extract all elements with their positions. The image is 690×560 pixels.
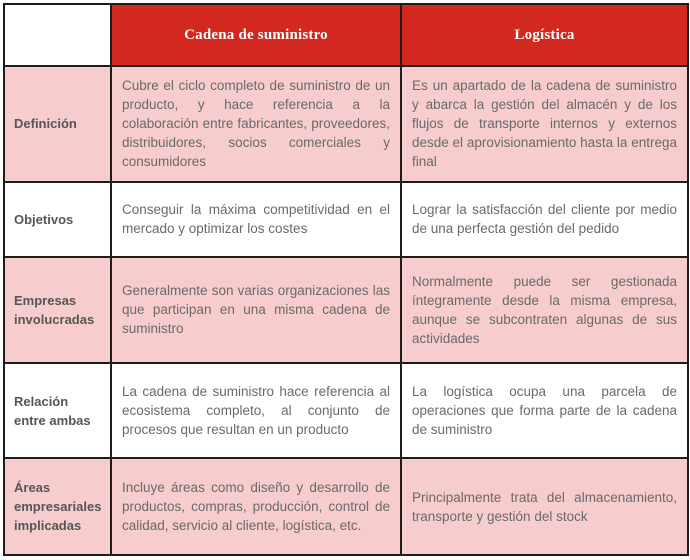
table-row-areas-empresariales: Áreas empresariales implicadas Incluye á… xyxy=(3,457,689,556)
cell-relacion-logistica: La logística ocupa una parcela de operac… xyxy=(400,361,689,460)
table-row-objetivos: Objetivos Conseguir la máxima competitiv… xyxy=(3,180,689,259)
row-label-areas-empresariales: Áreas empresariales implicadas xyxy=(3,457,112,556)
cell-relacion-cadena: La cadena de suministro hace referencia … xyxy=(110,361,402,460)
header-row: Cadena de suministro Logística xyxy=(3,3,689,67)
cell-areas-cadena: Incluye áreas como diseño y desarrollo d… xyxy=(110,457,402,556)
cell-objetivos-cadena: Conseguir la máxima competitividad en el… xyxy=(110,180,402,259)
header-logistica: Logística xyxy=(400,3,689,67)
row-label-empresas-involucradas: Empresas involucradas xyxy=(3,256,112,364)
header-cadena-de-suministro: Cadena de suministro xyxy=(110,3,402,67)
cell-empresas-logistica: Normalmente puede ser gestionada íntegra… xyxy=(400,256,689,364)
row-label-definicion: Definición xyxy=(3,65,112,183)
table-row-relacion-entre-ambas: Relación entre ambas La cadena de sumini… xyxy=(3,361,689,460)
row-label-relacion-entre-ambas: Relación entre ambas xyxy=(3,361,112,460)
header-corner-cell xyxy=(3,3,112,67)
cell-definicion-logistica: Es un apartado de la cadena de suministr… xyxy=(400,65,689,183)
cell-areas-logistica: Principalmente trata del almacenamiento,… xyxy=(400,457,689,556)
cell-objetivos-logistica: Lograr la satisfacción del cliente por m… xyxy=(400,180,689,259)
table-row-empresas-involucradas: Empresas involucradas Generalmente son v… xyxy=(3,256,689,364)
table-row-definicion: Definición Cubre el ciclo completo de su… xyxy=(3,65,689,183)
row-label-objetivos: Objetivos xyxy=(3,180,112,259)
comparison-table: Cadena de suministro Logística Definició… xyxy=(3,3,689,556)
cell-definicion-cadena: Cubre el ciclo completo de suministro de… xyxy=(110,65,402,183)
cell-empresas-cadena: Generalmente son varias organizaciones l… xyxy=(110,256,402,364)
